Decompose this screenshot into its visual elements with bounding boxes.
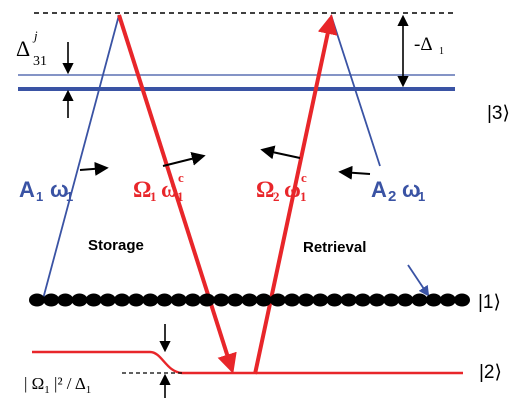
atom-dot [170, 293, 187, 307]
a1-omega-sub: 1 [66, 189, 73, 204]
atom-dot [425, 293, 442, 307]
atom-dot [340, 293, 357, 307]
atom-dot [142, 293, 159, 307]
level-1-atoms [29, 293, 470, 307]
a1-omega: ω [50, 177, 69, 202]
delta31-sup: j [32, 28, 38, 43]
atom-dot [241, 293, 258, 307]
atom-dot [397, 293, 414, 307]
atom-dot [99, 293, 116, 307]
delta31-sub: 31 [33, 54, 47, 69]
atom-dot [57, 293, 74, 307]
ket-1: |1⟩ [478, 292, 501, 313]
atom-dot [227, 293, 244, 307]
omega2-control-leg [253, 14, 338, 375]
retrieval-pointer-arrow [407, 264, 430, 297]
atom-dot [114, 293, 130, 307]
omega2-omega: ω [284, 177, 301, 202]
a1-label: A [19, 177, 35, 202]
omega1-omega: ω [161, 177, 178, 202]
atom-dot [312, 293, 329, 307]
omega1-control-leg [117, 14, 237, 374]
atom-dot [383, 293, 400, 307]
retrieval-label: Retrieval [303, 239, 366, 256]
ket-2: |2⟩ [479, 362, 502, 383]
ket-3: |3⟩ [487, 103, 510, 124]
a2-sub: 2 [388, 188, 396, 205]
a1-sub: 1 [36, 189, 43, 204]
atom-dot [454, 293, 470, 307]
delta31-label: Δ [16, 36, 30, 61]
storage-label: Storage [88, 237, 144, 254]
omega2-label: Ω [256, 177, 274, 202]
atom-dot [43, 293, 60, 307]
atom-dot [255, 293, 272, 307]
a2-omega-sub: 1 [418, 189, 425, 204]
a2-omega: ω [402, 177, 421, 202]
direction-arrow-a2 [338, 165, 371, 180]
atom-dot [184, 293, 201, 307]
atom-dot [284, 293, 300, 307]
atom-dot [199, 293, 215, 307]
atom-dot [71, 293, 88, 307]
atom-dot [411, 293, 428, 307]
atom-dot [128, 293, 145, 307]
atom-dot [213, 293, 230, 307]
omega1-sup: c [178, 170, 184, 185]
minus-delta1-label: -Δ [414, 34, 433, 55]
omega2-omega-sub: 1 [300, 189, 307, 204]
a2-label: A [371, 177, 387, 202]
atom-dot [369, 293, 385, 307]
atom-dot [298, 293, 315, 307]
direction-arrow-omega1 [162, 151, 206, 167]
omega1-label: Ω [133, 177, 151, 202]
atom-dot [326, 293, 343, 307]
direction-arrow-omega2 [260, 145, 301, 160]
atom-dot [29, 293, 45, 307]
atom-dot [439, 293, 456, 307]
a2-field-leg [330, 14, 381, 167]
level-2-line [32, 350, 463, 375]
atom-dot [354, 293, 371, 307]
atom-dot [269, 293, 286, 307]
minus-delta1-sub: 1 [439, 46, 444, 57]
omega2-sup: c [301, 170, 307, 185]
atom-dot [156, 293, 173, 307]
light-shift-label: | Ω1 |² / Δ1 [24, 374, 91, 396]
atom-dot [85, 293, 102, 307]
omega1-sub: 1 [150, 189, 157, 204]
omega2-sub: 2 [273, 189, 280, 204]
a1-field-leg [42, 14, 120, 300]
direction-arrow-a1 [79, 161, 109, 176]
omega1-omega-sub: 1 [177, 189, 184, 204]
